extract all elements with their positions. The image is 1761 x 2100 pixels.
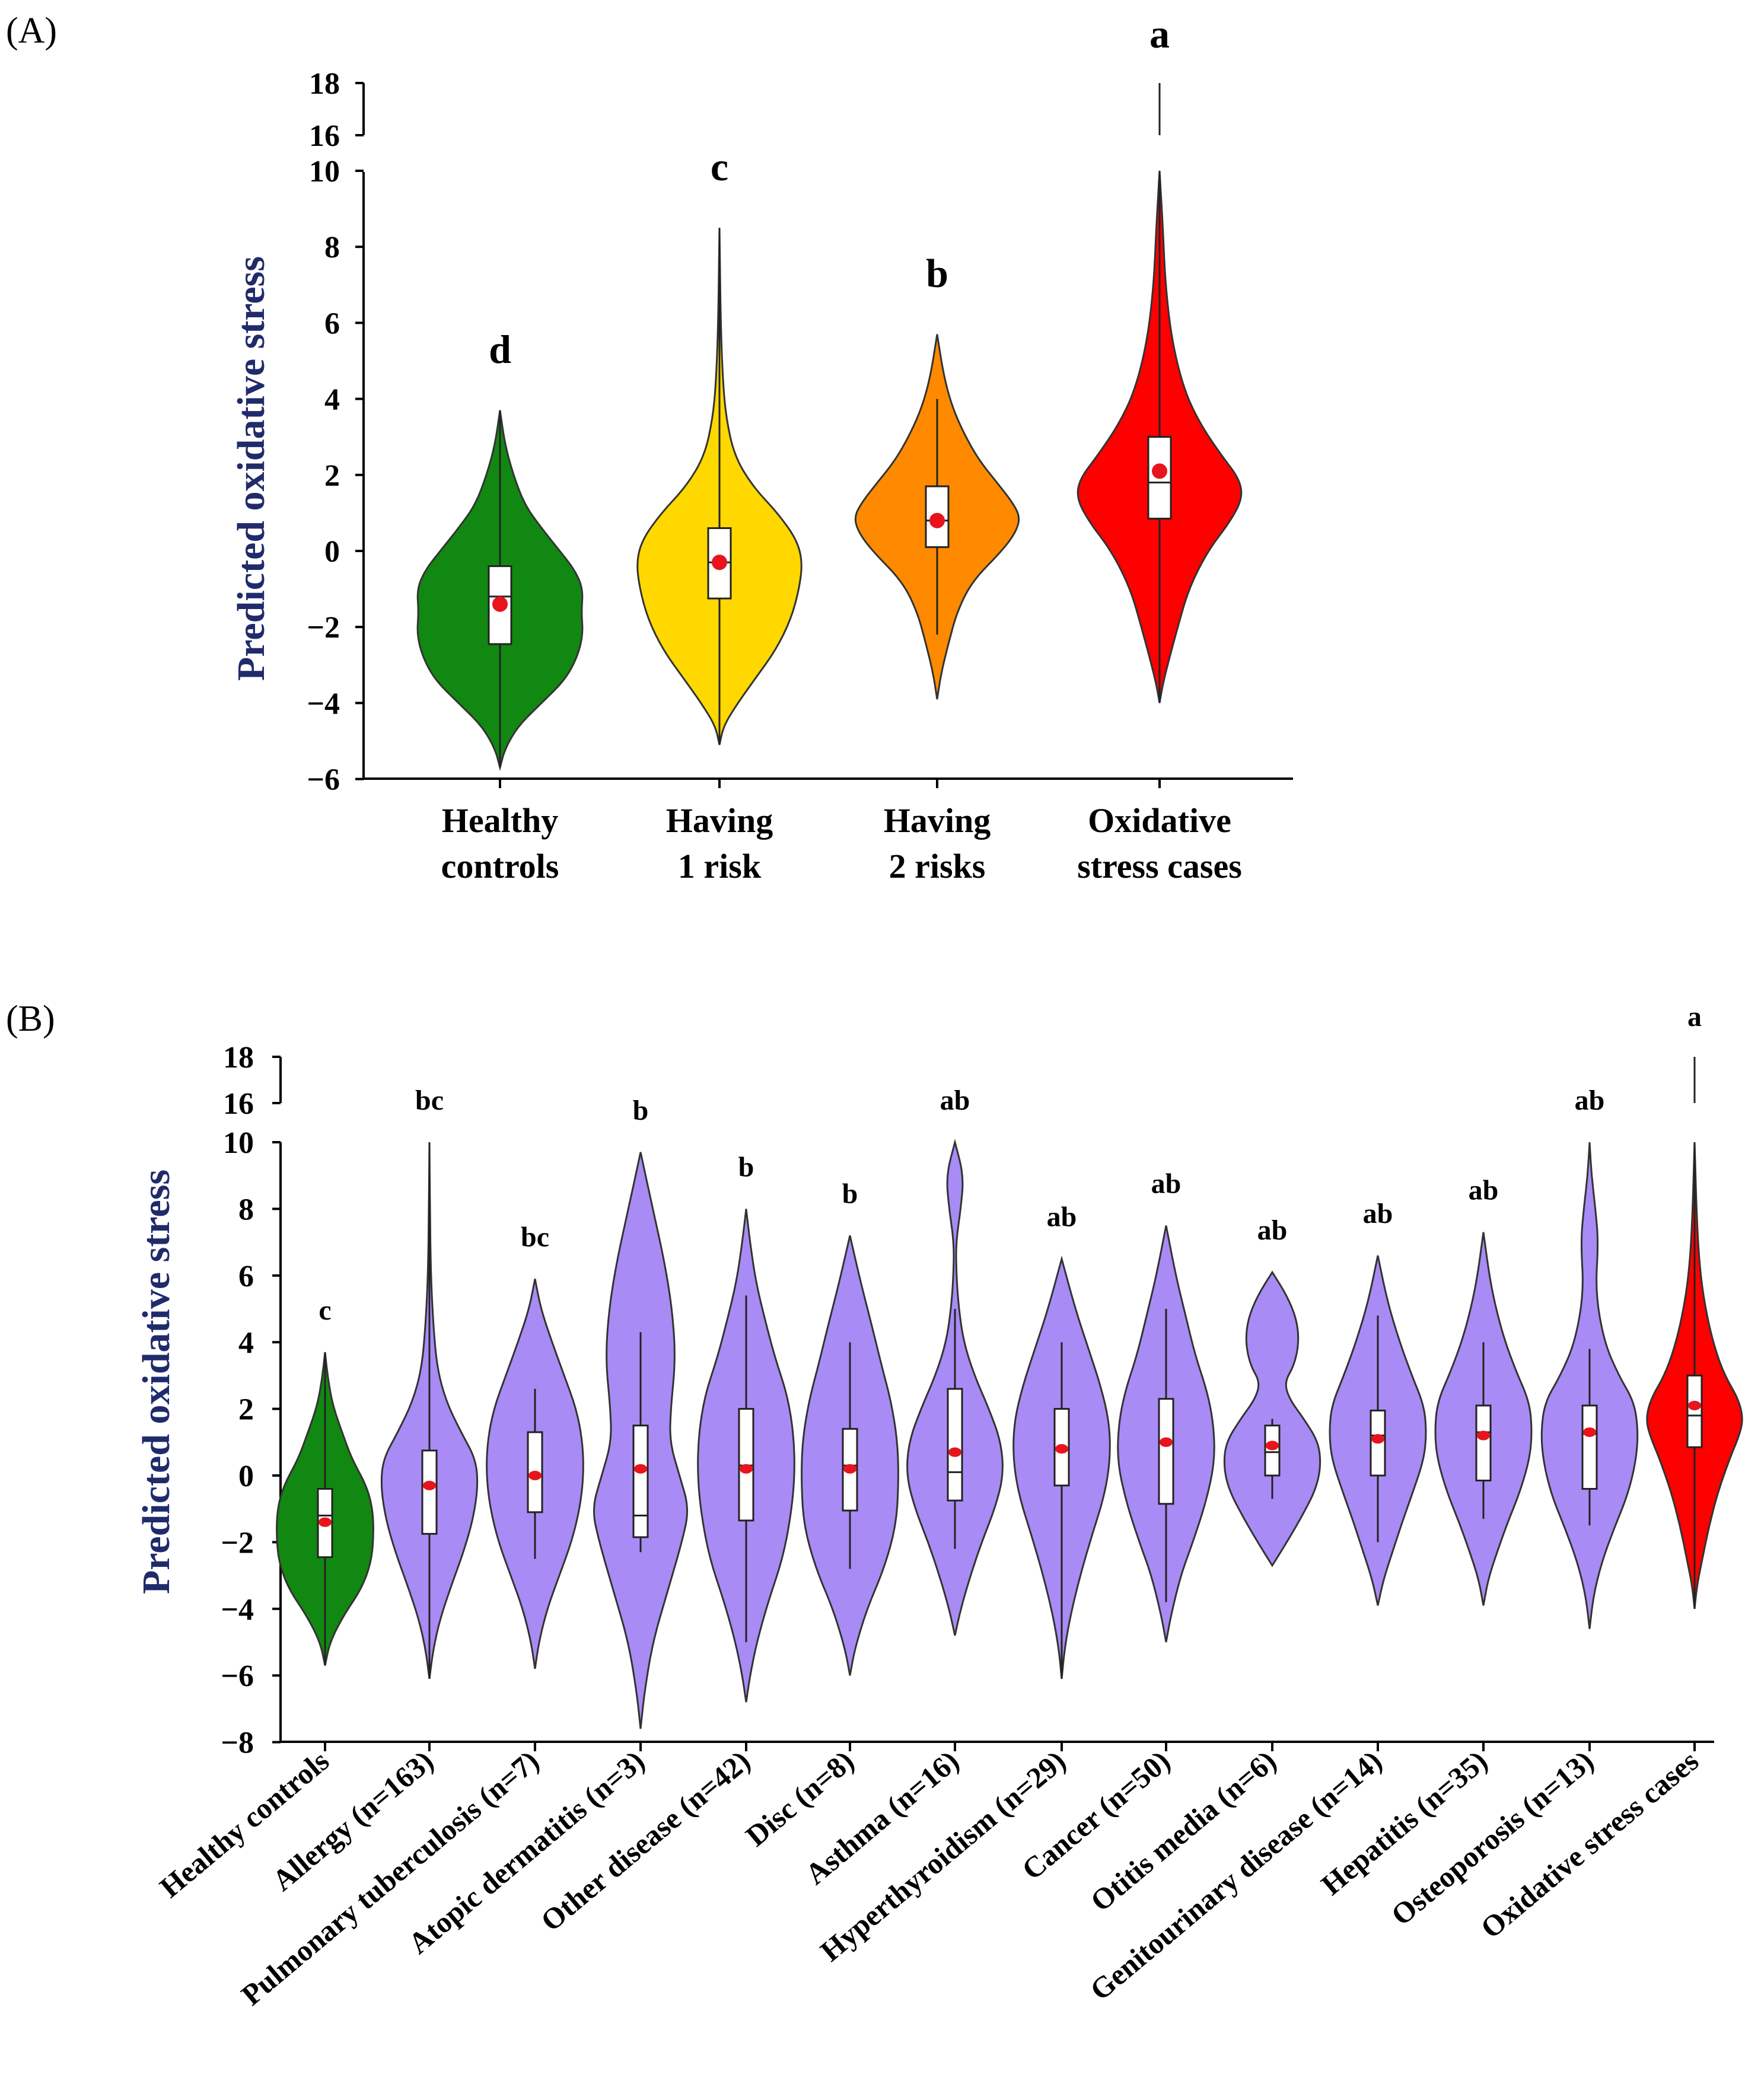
axes: 18 16 10 8 6 4 2 0 −2 −4 −6 −8 <box>221 1041 1714 1760</box>
violin-group: a Oxidative stress cases <box>1077 11 1243 885</box>
significance-letter: ab <box>1047 1202 1077 1233</box>
significance-letter: bc <box>415 1085 444 1116</box>
y-tick-label: −6 <box>307 763 340 797</box>
iqr-box <box>1686 1374 1703 1448</box>
mean-marker <box>1583 1427 1596 1437</box>
violin-group: d Healthy controls <box>416 327 584 885</box>
violin-group: b Having 2 risks <box>854 251 1020 885</box>
significance-letter: ab <box>1151 1168 1182 1200</box>
y-tick-label: 10 <box>309 155 340 189</box>
y-tick-label: 10 <box>223 1126 254 1160</box>
mean-marker <box>319 1517 332 1527</box>
mean-marker <box>843 1464 856 1474</box>
y-tick-label: 2 <box>324 459 340 493</box>
significance-letter: b <box>926 251 948 296</box>
mean-marker <box>423 1480 436 1490</box>
mean-marker <box>1477 1430 1490 1441</box>
mean-marker <box>1152 463 1167 479</box>
y-tick-label: 0 <box>324 535 340 569</box>
mean-marker <box>1688 1400 1701 1410</box>
mean-marker <box>528 1471 542 1480</box>
category-label: Oxidative <box>1088 801 1231 840</box>
iqr-box <box>1581 1404 1598 1490</box>
y-tick-label: 6 <box>324 307 340 340</box>
mean-marker <box>1266 1441 1279 1451</box>
y-tick-label: −8 <box>221 1726 254 1760</box>
significance-letter: ab <box>1257 1215 1288 1246</box>
violin-group: c Having 1 risk <box>636 144 803 885</box>
iqr-box <box>632 1425 649 1538</box>
mean-marker <box>1160 1437 1173 1447</box>
mean-marker <box>712 555 727 571</box>
category-label: stress cases <box>1077 847 1242 885</box>
category-label: 2 risks <box>889 847 986 885</box>
significance-letter: a <box>1149 11 1170 56</box>
iqr-box <box>1264 1425 1281 1477</box>
y-axis-label: Predicted oxidative stress <box>230 256 273 681</box>
iqr-box <box>947 1388 963 1502</box>
category-label: Having <box>884 801 991 840</box>
iqr-box <box>421 1449 438 1535</box>
y-tick-label: −4 <box>221 1593 254 1627</box>
y-tick-label: 2 <box>238 1393 254 1427</box>
y-tick-label: 16 <box>223 1087 254 1121</box>
category-label: 1 risk <box>678 847 762 885</box>
category-label: Otitis media (n=6) <box>1084 1744 1282 1918</box>
mean-marker <box>492 596 508 612</box>
mean-marker <box>740 1464 753 1474</box>
y-tick-label: 18 <box>223 1041 254 1075</box>
category-label: Having <box>666 801 773 840</box>
significance-letter: ab <box>1575 1085 1605 1116</box>
y-tick-label: 16 <box>309 119 340 153</box>
y-tick-label: 8 <box>238 1193 254 1226</box>
y-tick-label: 4 <box>238 1326 254 1360</box>
significance-letter: c <box>711 144 728 189</box>
significance-letter: a <box>1687 1001 1702 1033</box>
iqr-box <box>1158 1398 1174 1505</box>
y-tick-label: 8 <box>324 231 340 265</box>
y-tick-label: −2 <box>307 611 340 645</box>
significance-letter: c <box>319 1295 331 1326</box>
mean-marker <box>634 1464 647 1474</box>
y-tick-label: −6 <box>221 1659 254 1693</box>
iqr-box <box>1475 1404 1492 1481</box>
mean-marker <box>948 1447 961 1457</box>
panel-b: (B) Predicted oxidative stress 18 16 10 8 6 4 2 0… <box>6 999 1743 2012</box>
category-label: Healthy <box>442 801 559 840</box>
mean-marker <box>1371 1434 1384 1444</box>
y-axis-label: Predicted oxidative stress <box>135 1170 178 1594</box>
panel-label: (A) <box>6 11 57 51</box>
category-label: Healthy controls <box>153 1744 335 1904</box>
category-label: controls <box>441 847 559 885</box>
y-tick-label: −2 <box>221 1526 254 1560</box>
mean-marker <box>929 512 945 528</box>
y-tick-label: 6 <box>238 1260 254 1293</box>
panel-label: (B) <box>6 999 55 1039</box>
significance-letter: b <box>842 1178 858 1209</box>
significance-letter: ab <box>1363 1198 1393 1229</box>
y-tick-label: 4 <box>324 383 340 417</box>
significance-letter: d <box>489 327 511 372</box>
significance-letter: bc <box>521 1221 549 1253</box>
y-tick-label: 18 <box>309 67 340 101</box>
significance-letter: ab <box>1469 1175 1499 1206</box>
significance-letter: b <box>633 1095 649 1126</box>
y-tick-label: 0 <box>238 1460 254 1493</box>
y-tick-label: −4 <box>307 687 340 721</box>
significance-letter: ab <box>940 1085 970 1116</box>
mean-marker <box>1055 1444 1068 1454</box>
significance-letter: b <box>738 1151 754 1183</box>
